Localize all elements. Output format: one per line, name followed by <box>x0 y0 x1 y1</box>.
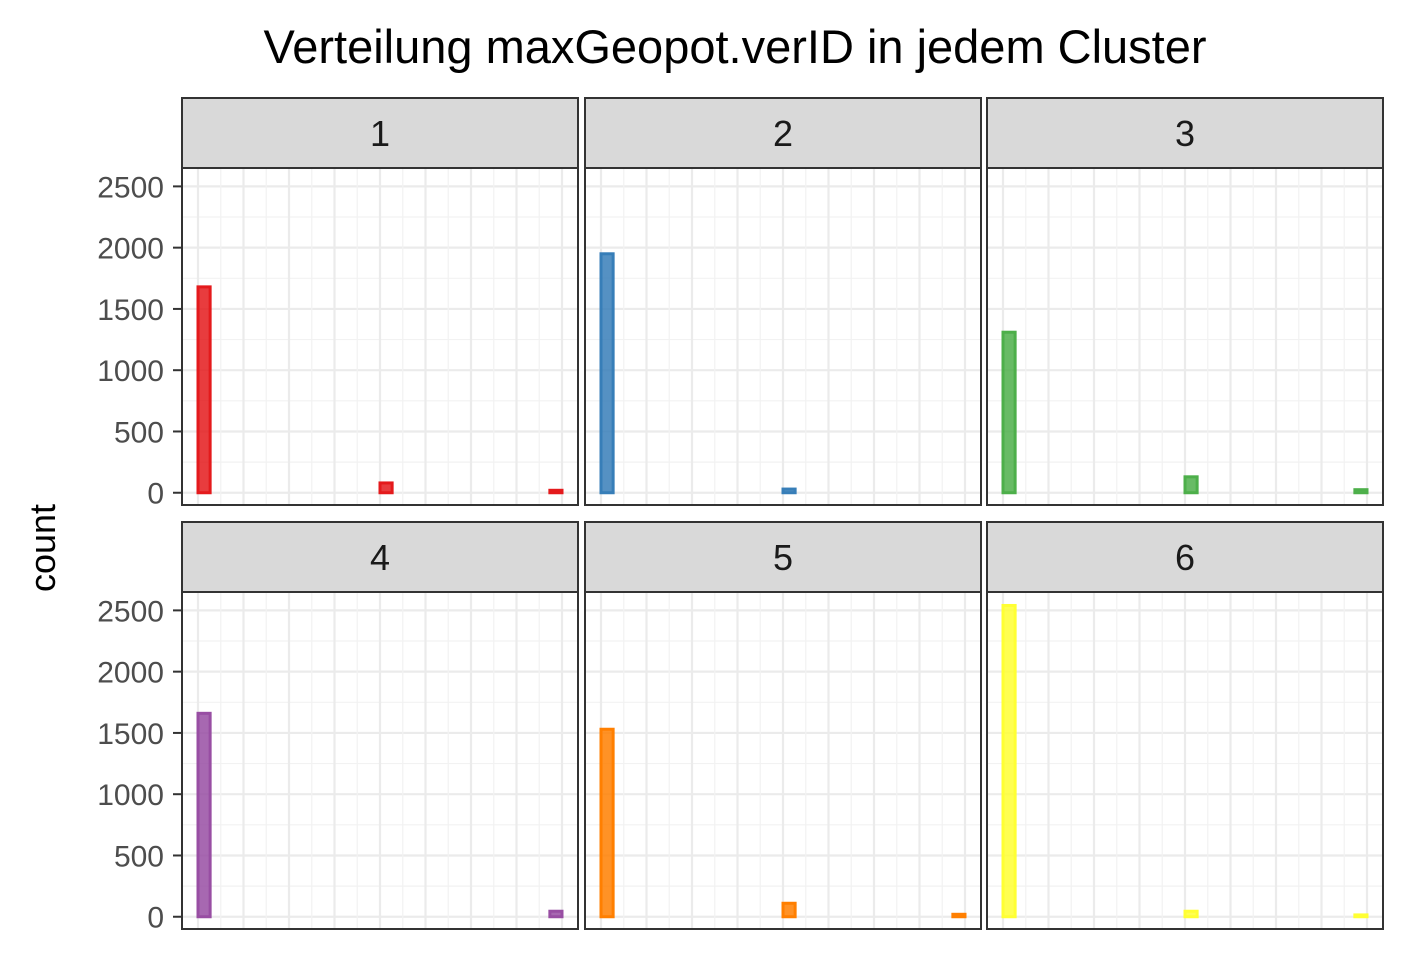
facet-strip-1 <box>181 97 579 169</box>
y-tick-label: 0 <box>147 478 164 511</box>
facet-strip-label-1: 1 <box>370 113 390 154</box>
facet-panel-6: 6 <box>986 521 1384 930</box>
y-tick-label: 1500 <box>97 294 164 327</box>
histogram-bar <box>599 727 615 919</box>
histogram-bar <box>599 252 615 495</box>
histogram-bar <box>1183 909 1199 919</box>
facet-panel-5: 5 <box>584 521 982 930</box>
facet-panel-border-6 <box>986 591 1384 930</box>
y-tick-label: 2500 <box>97 595 164 628</box>
y-axis-label: count <box>22 504 63 592</box>
facet-panel-4: 4 0 500 1000 1500 2000 2500 <box>97 521 579 935</box>
facet-strip-label-6: 6 <box>1175 537 1195 578</box>
y-tick-label: 1000 <box>97 355 164 388</box>
histogram-bar <box>1183 475 1199 495</box>
y-tick-label: 500 <box>114 416 164 449</box>
histogram-bar <box>781 901 797 919</box>
y-tick-label: 500 <box>114 840 164 873</box>
facet-panel-1: 1 0 500 1000 1500 2000 2500 <box>97 97 579 511</box>
facet-strip-label-2: 2 <box>773 113 793 154</box>
histogram-bar <box>951 912 967 919</box>
histogram-bar <box>196 285 212 495</box>
histogram-bar <box>1001 603 1017 919</box>
facet-panel-2: 2 <box>584 97 982 506</box>
histogram-bar <box>378 481 394 495</box>
facet-strip-label-3: 3 <box>1175 113 1195 154</box>
facet-strip-4 <box>181 521 579 593</box>
histogram-bar <box>548 488 564 495</box>
y-tick-label: 0 <box>147 902 164 935</box>
histogram-bar <box>196 711 212 919</box>
histogram-bar <box>781 487 797 495</box>
facet-panel-border-1 <box>181 167 579 506</box>
histogram-bar <box>1001 330 1017 495</box>
y-tick-label: 2000 <box>97 233 164 266</box>
facet-panel-3: 3 <box>986 97 1384 506</box>
facet-strip-5 <box>584 521 982 593</box>
facet-strip-label-4: 4 <box>370 537 390 578</box>
histogram-bar <box>1353 488 1369 495</box>
y-tick-label: 1000 <box>97 779 164 812</box>
facet-panel-border-3 <box>986 167 1384 506</box>
facet-panel-border-2 <box>584 167 982 506</box>
histogram-bar <box>1353 913 1369 919</box>
y-tick-label: 2500 <box>97 171 164 204</box>
y-tick-label: 2000 <box>97 657 164 690</box>
y-tick-label: 1500 <box>97 718 164 751</box>
chart-title: Verteilung maxGeopot.verID in jedem Clus… <box>263 20 1206 73</box>
facet-strip-label-5: 5 <box>773 537 793 578</box>
facet-panel-border-4 <box>181 591 579 930</box>
facet-panel-border-5 <box>584 591 982 930</box>
facets-layer: 1 0 500 1000 1500 2000 2500 2 3 4 0 500 1000 1500 2000… <box>97 97 1384 935</box>
histogram-bar <box>548 909 564 919</box>
